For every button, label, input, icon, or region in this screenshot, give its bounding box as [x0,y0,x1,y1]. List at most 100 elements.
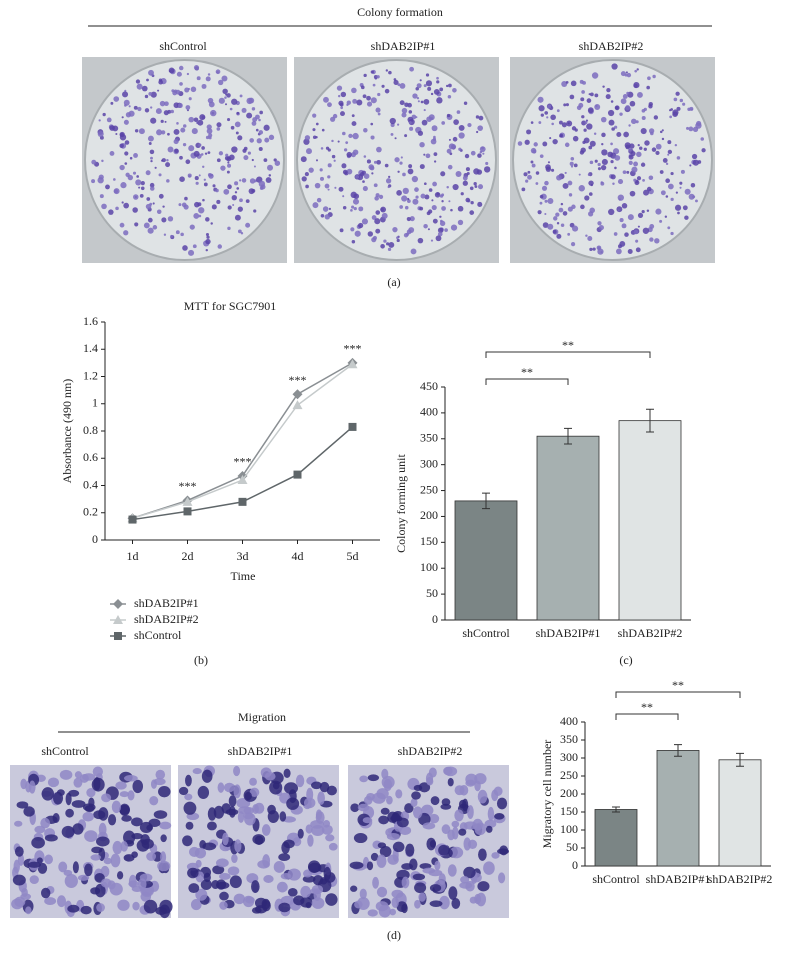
colony [177,103,183,109]
colony [569,161,574,166]
colony [168,67,175,74]
colony [569,94,575,100]
colony [643,147,647,151]
colony [667,140,672,145]
colony [267,164,274,171]
colony [199,114,206,121]
colony [124,140,130,145]
colony [152,202,155,205]
cell [116,871,124,880]
y-tick-label: 1.4 [83,341,98,355]
colony [661,137,665,141]
colony [611,127,615,131]
colony [600,116,607,123]
colony [423,182,427,186]
colony [362,180,365,183]
colony [367,231,373,237]
x-tick-label: shDAB2IP#2 [618,626,683,640]
colony [670,197,674,202]
colony [600,164,607,171]
colony [158,173,162,177]
cell [119,791,130,798]
cell [14,846,24,857]
cell [491,852,500,859]
cell [251,880,260,894]
colony [215,69,221,75]
colony [348,133,353,139]
colony [249,178,256,184]
cell [219,872,231,880]
colony [649,224,655,229]
colony [665,195,669,198]
cell [477,789,488,804]
colony [652,74,656,79]
cell [426,837,436,851]
colony [627,214,634,221]
colony [535,182,539,185]
colony [525,179,529,183]
colony [221,75,228,82]
colony [237,229,242,234]
cell [207,821,217,831]
cell [261,824,271,836]
cell [103,857,112,865]
cell [201,769,213,783]
colony [164,101,169,107]
annotation: *** [289,373,307,387]
colony [225,93,228,96]
colony [264,137,270,143]
colony [327,163,332,168]
colony [670,231,674,236]
cell [429,813,440,824]
colony [545,164,551,170]
colony [589,160,594,165]
colony [621,203,628,209]
colony [186,72,190,76]
colony [248,188,255,195]
series-line [132,362,353,519]
colony [585,119,589,122]
cell [401,876,410,889]
colony [143,222,150,229]
colony [441,200,444,203]
significance-label: ** [641,700,653,714]
colony [695,199,698,203]
colony [524,139,530,145]
colony [415,195,419,199]
colony [363,155,367,158]
colony [188,116,195,123]
colony [517,141,523,146]
colony [373,160,377,164]
cell [459,784,469,796]
colony [542,141,548,147]
cell [233,784,241,799]
colony [351,240,356,244]
colony [150,156,153,160]
colony [635,247,641,253]
colony [608,208,615,216]
colony [588,180,594,186]
y-tick-label: 0 [432,612,438,626]
colony [387,185,390,189]
colony [428,209,433,214]
caption: (d) [387,928,401,942]
colony [178,203,182,207]
colony [649,237,654,242]
colony [119,143,124,148]
colony [136,175,139,178]
colony [312,135,317,140]
cell [315,811,325,824]
colony [194,176,199,181]
colony [323,96,329,103]
colony [342,169,348,175]
colony [374,218,381,225]
colony [228,154,235,161]
colony [439,194,444,198]
colony [115,132,118,136]
colony [629,100,636,107]
cell [200,879,212,890]
colony [594,93,599,98]
cell [71,800,86,808]
colony [222,88,228,95]
cell [123,854,135,862]
